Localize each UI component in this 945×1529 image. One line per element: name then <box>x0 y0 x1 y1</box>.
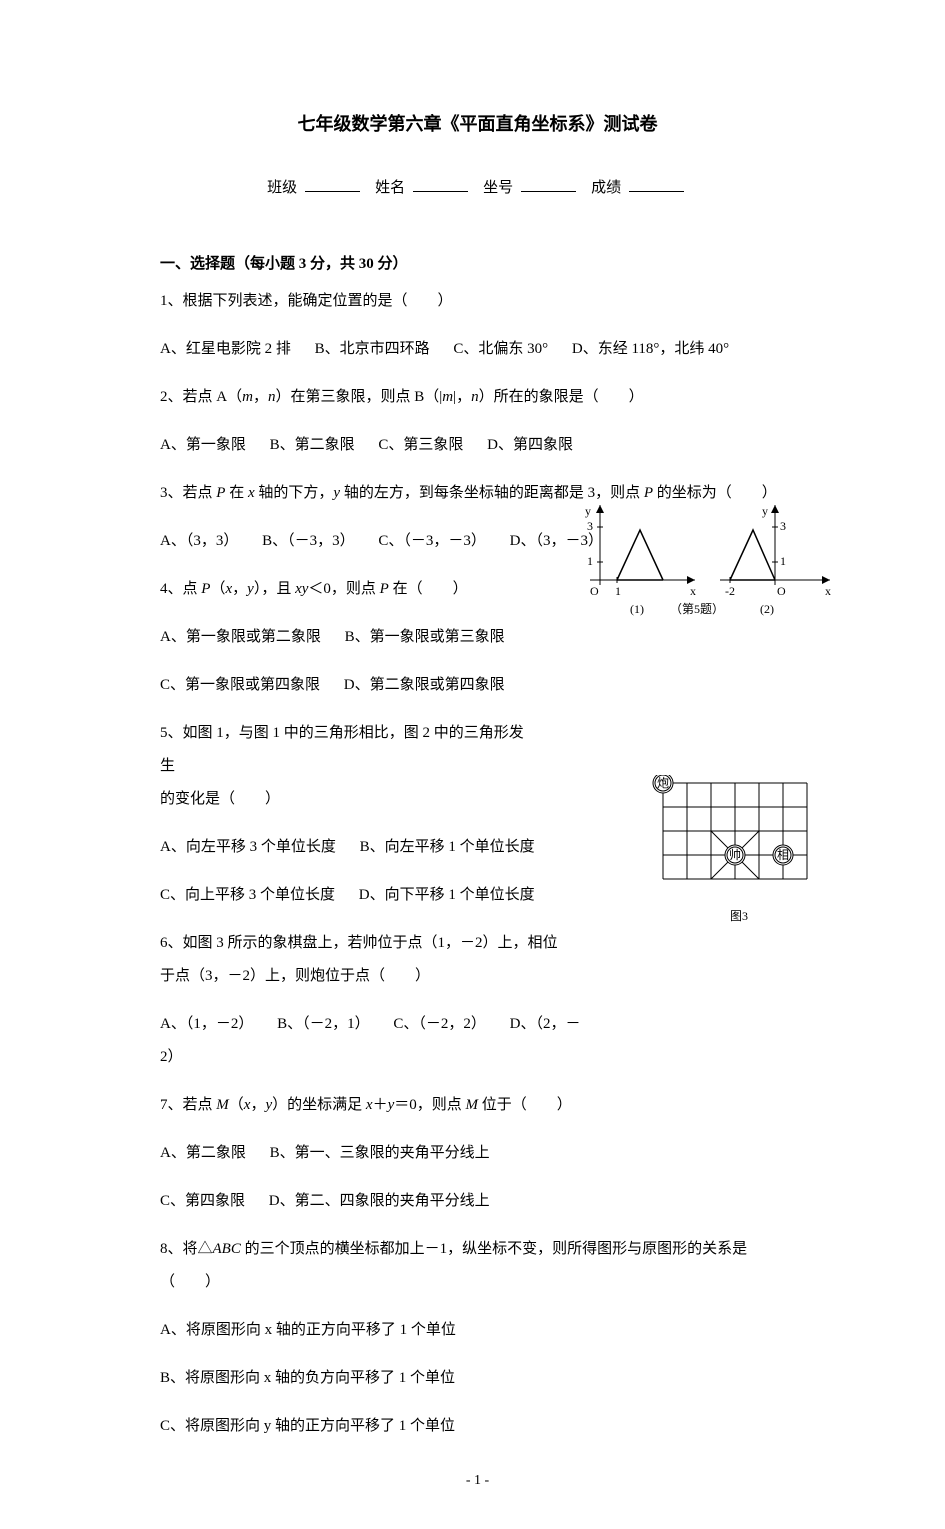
score-blank[interactable] <box>629 177 684 192</box>
q5-stem: 5、如图 1，与图 1 中的三角形相比，图 2 中的三角形发生 <box>160 717 795 783</box>
section-1-title: 一、选择题（每小题 3 分，共 30 分） <box>160 252 795 273</box>
q6-figure: 炮帅 相 图3 <box>645 775 835 925</box>
svg-text:x: x <box>825 584 831 598</box>
q2-stem: 2、若点 A（m，n）在第三象限，则点 B（|m|，n）所在的象限是（ ） <box>160 381 795 414</box>
q6-svg: 炮帅 相 图3 <box>645 775 835 925</box>
name-blank[interactable] <box>413 177 468 192</box>
page: 七年级数学第六章《平面直角坐标系》测试卷 班级 姓名 坐号 成绩 一、选择题（每… <box>0 0 945 1529</box>
q5-figure: 3 1 1 O y x (1) 3 1 <box>575 500 835 630</box>
page-title: 七年级数学第六章《平面直角坐标系》测试卷 <box>160 110 795 136</box>
q1-B: B、北京市四环路 <box>315 341 430 357</box>
q6-stem-1: 6、如图 3 所示的象棋盘上，若帅位于点（1，－2）上，相位 <box>160 927 795 960</box>
q2-C: C、第三象限 <box>378 437 463 453</box>
class-blank[interactable] <box>305 177 360 192</box>
q8-stem-2: （ ） <box>160 1266 795 1299</box>
q8-B: B、将原图形向 x 轴的负方向平移了 1 个单位 <box>160 1362 795 1395</box>
q6-stem-2: 于点（3，－2）上，则炮位于点（ ） <box>160 960 795 993</box>
q5-A: A、向左平移 3 个单位长度 <box>160 839 336 855</box>
svg-text:3: 3 <box>587 519 593 533</box>
svg-text:炮: 炮 <box>657 776 669 790</box>
q4-C: C、第一象限或第四象限 <box>160 677 320 693</box>
page-number: - 1 - <box>160 1473 795 1489</box>
q7-stem: 7、若点 M（x，y）的坐标满足 x＋y＝0，则点 M 位于（ ） <box>160 1089 795 1122</box>
svg-text:图3: 图3 <box>730 909 748 923</box>
q8-C: C、将原图形向 y 轴的正方向平移了 1 个单位 <box>160 1410 795 1443</box>
q4-B: B、第一象限或第三象限 <box>345 629 505 645</box>
q1-stem: 1、根据下列表述，能确定位置的是（ ） <box>160 285 795 318</box>
q2-B: B、第二象限 <box>270 437 355 453</box>
q4-D: D、第二象限或第四象限 <box>344 677 505 693</box>
q6-A: A、（1，－2） <box>160 1016 253 1032</box>
svg-text:1: 1 <box>587 554 593 568</box>
q2-options: A、第一象限 B、第二象限 C、第三象限 D、第四象限 <box>160 429 795 462</box>
q6-C: C、（－2，2） <box>393 1016 486 1032</box>
q7-A: A、第二象限 <box>160 1145 246 1161</box>
q7-options-2: C、第四象限 D、第二、四象限的夹角平分线上 <box>160 1185 795 1218</box>
q6-options: A、（1，－2） B、（－2，1） C、（－2，2） D、（2，－2） <box>160 1008 795 1074</box>
svg-text:1: 1 <box>780 554 786 568</box>
q1-D: D、东经 118°，北纬 40° <box>572 341 729 357</box>
seat-label: 坐号 <box>483 180 513 196</box>
svg-text:帅: 帅 <box>729 848 741 862</box>
q1-C: C、北偏东 30° <box>453 341 548 357</box>
seat-blank[interactable] <box>521 177 576 192</box>
q2-A: A、第一象限 <box>160 437 246 453</box>
svg-text:y: y <box>585 504 591 518</box>
student-info-line: 班级 姓名 坐号 成绩 <box>160 176 795 197</box>
svg-text:3: 3 <box>780 519 786 533</box>
svg-text:相: 相 <box>777 848 789 862</box>
q8-A: A、将原图形向 x 轴的正方向平移了 1 个单位 <box>160 1314 795 1347</box>
q7-C: C、第四象限 <box>160 1193 245 1209</box>
q4-options-2: C、第一象限或第四象限 D、第二象限或第四象限 <box>160 669 795 702</box>
q3-B: B、（－3，3） <box>262 533 355 549</box>
q8-stem: 8、将△ABC 的三个顶点的横坐标都加上－1，纵坐标不变，则所得图形与原图形的关… <box>160 1233 795 1266</box>
score-label: 成绩 <box>591 180 621 196</box>
q1-options: A、红星电影院 2 排 B、北京市四环路 C、北偏东 30° D、东经 118°… <box>160 333 795 366</box>
class-label: 班级 <box>267 180 297 196</box>
svg-text:y: y <box>762 504 768 518</box>
q2-D: D、第四象限 <box>487 437 573 453</box>
q1-A: A、红星电影院 2 排 <box>160 341 291 357</box>
q3-A: A、（3，3） <box>160 533 238 549</box>
q7-options-1: A、第二象限 B、第一、三象限的夹角平分线上 <box>160 1137 795 1170</box>
q5-B: B、向左平移 1 个单位长度 <box>360 839 535 855</box>
q7-D: D、第二、四象限的夹角平分线上 <box>269 1193 490 1209</box>
q3-C: C、（－3，－3） <box>378 533 486 549</box>
q5-D: D、向下平移 1 个单位长度 <box>359 887 535 903</box>
q4-A: A、第一象限或第二象限 <box>160 629 321 645</box>
q5-svg: 3 1 1 O y x (1) 3 1 <box>575 500 835 630</box>
q7-B: B、第一、三象限的夹角平分线上 <box>270 1145 490 1161</box>
name-label: 姓名 <box>375 180 405 196</box>
q4-stem: 4、点 P（x，y），且 xy＜0，则点 P 在（ ） <box>160 573 795 606</box>
q5-C: C、向上平移 3 个单位长度 <box>160 887 335 903</box>
q6-B: B、（－2，1） <box>277 1016 370 1032</box>
